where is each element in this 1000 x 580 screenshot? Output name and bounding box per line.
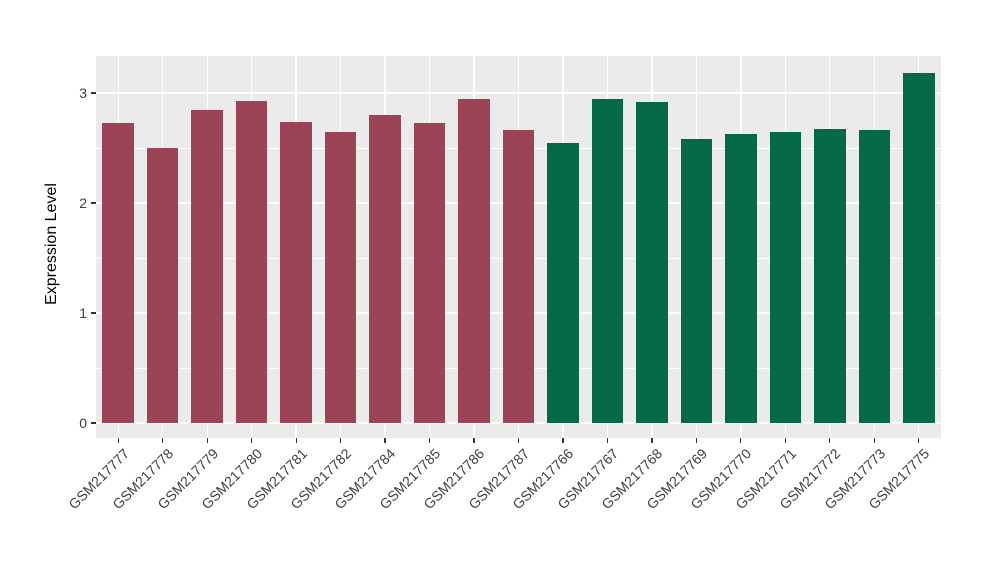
y-tick-label: 2 [79, 195, 87, 211]
x-tick-mark [340, 438, 342, 443]
y-tick-mark [91, 422, 96, 424]
x-tick-mark [117, 438, 119, 443]
x-tick-mark [517, 438, 520, 443]
bar-GSM217780 [235, 100, 268, 423]
bar-GSM217766 [547, 142, 579, 423]
bar-GSM217781 [280, 121, 312, 423]
x-tick-mark [251, 438, 253, 443]
bar-GSM217769 [680, 139, 713, 423]
x-tick-mark [562, 438, 564, 443]
y-tick-label: 1 [79, 305, 87, 321]
x-tick-mark [473, 438, 475, 443]
bar-GSM217775 [903, 73, 935, 423]
bar-GSM217782 [324, 131, 357, 423]
bar-GSM217778 [146, 148, 179, 423]
bar-GSM217786 [458, 98, 490, 423]
x-tick-mark [428, 438, 431, 443]
x-tick-mark [784, 438, 786, 443]
x-tick-mark [873, 438, 875, 443]
bar-GSM217772 [814, 129, 846, 423]
bar-GSM217768 [636, 101, 668, 423]
x-tick-mark [384, 438, 386, 443]
bar-GSM217777 [102, 122, 134, 423]
x-tick-mark [918, 438, 920, 443]
x-tick-mark [651, 438, 653, 443]
x-tick-mark [206, 438, 208, 443]
bar-GSM217787 [502, 130, 535, 423]
bar-GSM217773 [858, 130, 891, 423]
y-tick-mark [91, 202, 96, 204]
y-tick-label: 0 [79, 415, 87, 431]
x-tick-mark [295, 438, 297, 443]
x-tick-mark [740, 438, 742, 443]
plot-panel [96, 56, 941, 438]
bar-GSM217770 [725, 133, 757, 423]
bar-GSM217784 [369, 115, 401, 423]
x-tick-mark [829, 438, 831, 443]
bar-GSM217771 [769, 131, 802, 423]
bar-GSM217779 [191, 109, 223, 423]
x-tick-mark [695, 438, 697, 443]
y-tick-mark [91, 92, 96, 94]
x-tick-mark [162, 438, 164, 443]
y-tick-mark [91, 312, 96, 314]
bar-GSM217785 [413, 122, 446, 423]
x-tick-mark [606, 438, 609, 443]
bar-GSM217767 [591, 98, 624, 423]
y-tick-label: 3 [79, 85, 87, 101]
